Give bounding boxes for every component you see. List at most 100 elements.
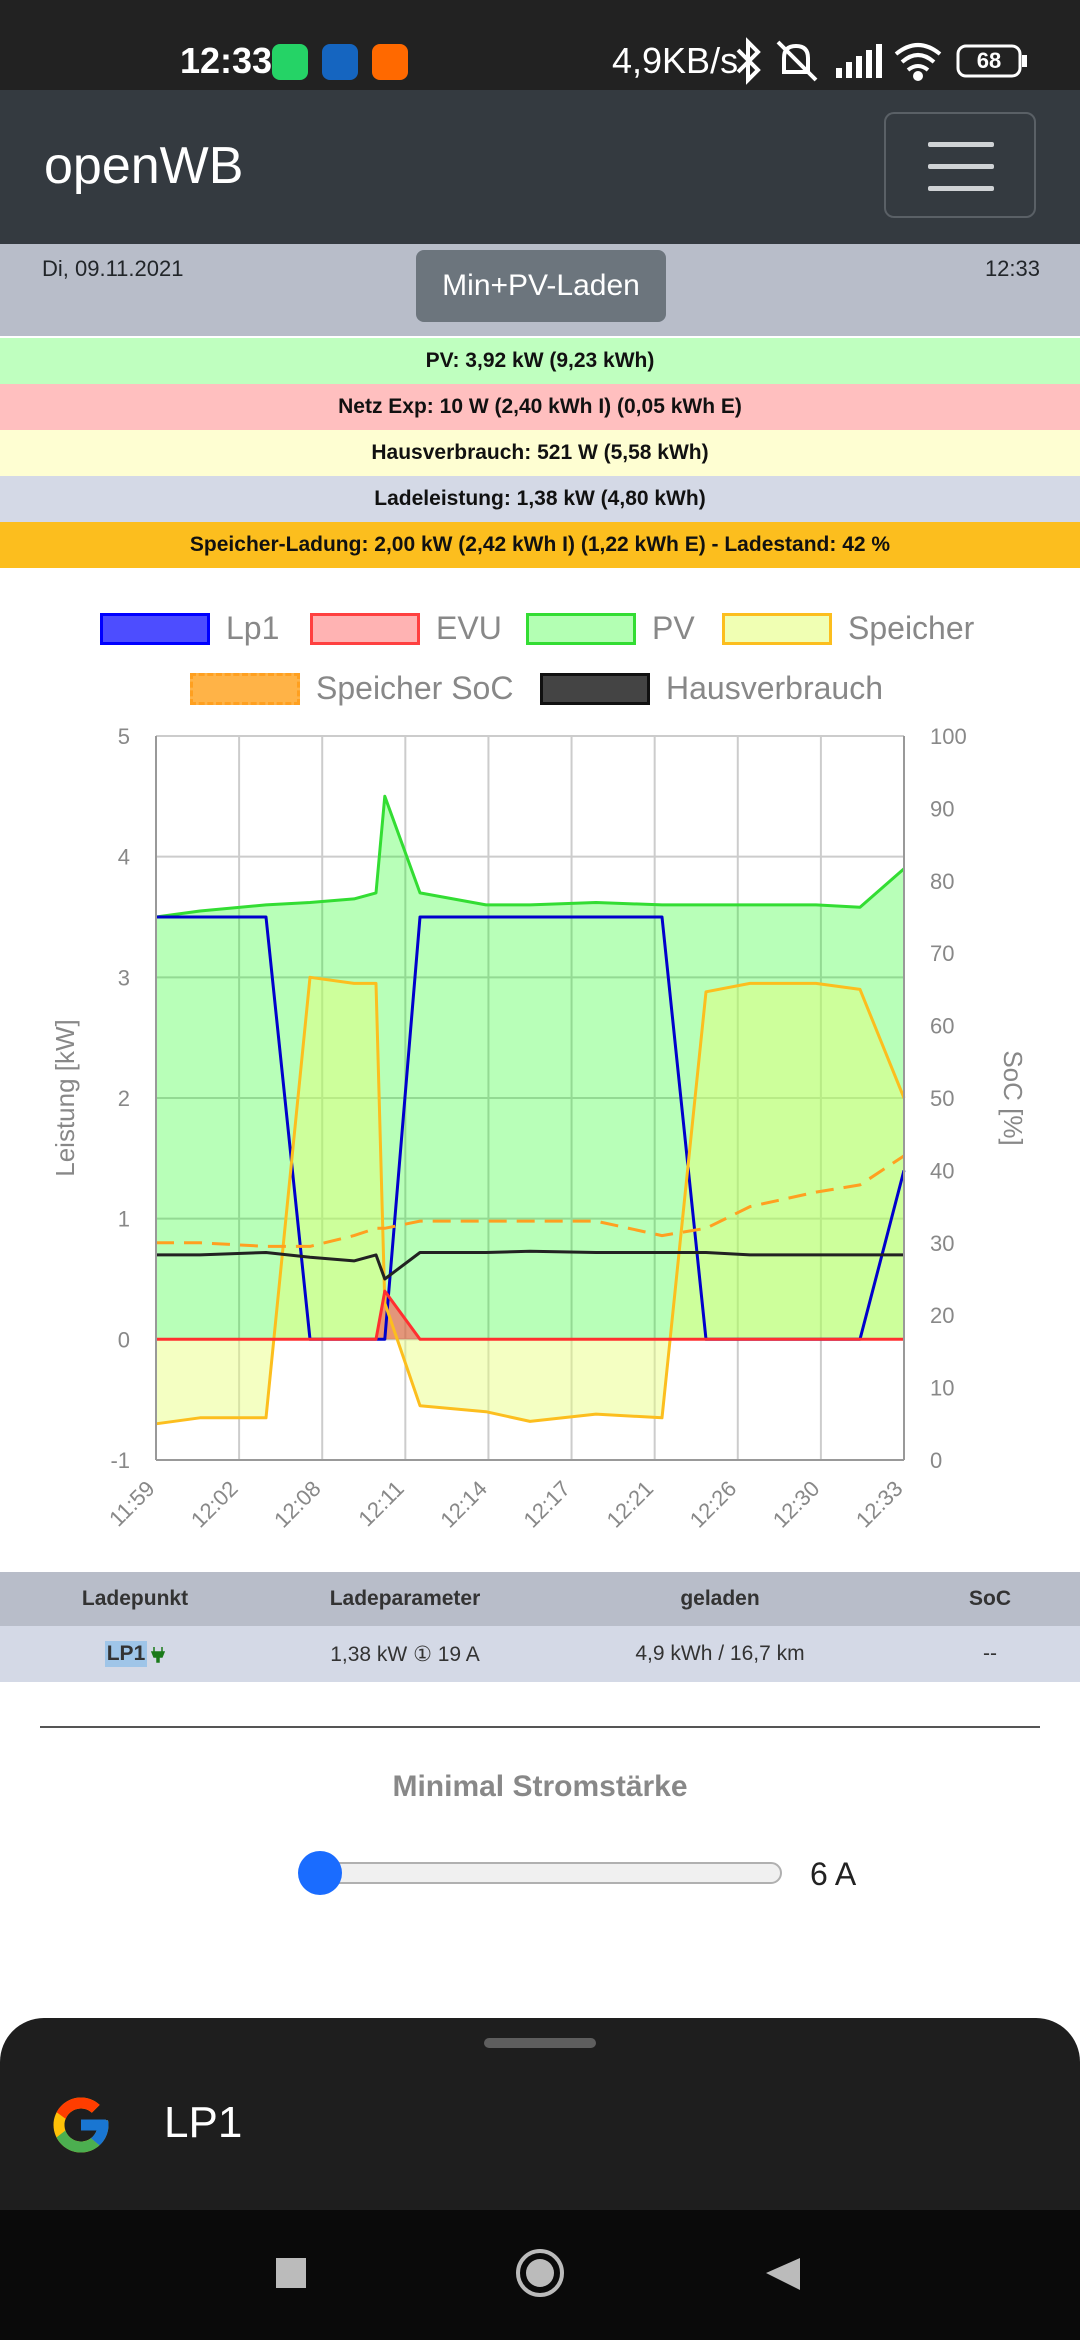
- plug-icon: [151, 1647, 166, 1663]
- y2-tick-label: 20: [930, 1303, 954, 1328]
- mute-icon: [776, 40, 818, 82]
- charge-mode-button[interactable]: Min+PV-Laden: [416, 250, 666, 322]
- ladepunkt-cell[interactable]: LP1: [40, 1626, 230, 1682]
- y2-tick-label: 50: [930, 1086, 954, 1111]
- series-area-speicher: [156, 977, 904, 1424]
- menu-icon: [928, 142, 994, 147]
- y2-tick-label: 90: [930, 796, 954, 821]
- menu-icon-line: [928, 164, 994, 169]
- recents-icon[interactable]: [276, 2258, 306, 2288]
- y2-tick-label: 0: [930, 1448, 942, 1473]
- navigation-bar: [0, 2210, 1080, 2340]
- x-tick-label: 12:02: [186, 1476, 243, 1533]
- y-tick-label: 5: [118, 724, 130, 749]
- series-line-speicher-soc: [156, 1154, 905, 1248]
- divider: [40, 1726, 1040, 1728]
- y2-tick-label: 40: [930, 1158, 954, 1183]
- legend-item-evu[interactable]: EVU: [310, 610, 502, 647]
- time-label: 12:33: [984, 256, 1040, 281]
- pv-row: PV: 3,92 kW (9,23 kWh): [0, 338, 1080, 384]
- min-current-title: Minimal Stromstärke: [392, 1770, 688, 1803]
- min-current-slider-track[interactable]: [302, 1862, 782, 1884]
- legend-item-pv[interactable]: PV: [526, 610, 695, 647]
- header-ladeparameter: Ladeparameter: [329, 1587, 481, 1610]
- lp-name[interactable]: LP1: [104, 1641, 148, 1667]
- legend-label: Lp1: [226, 610, 280, 646]
- legend-swatch: [526, 612, 636, 645]
- x-tick-label: 12:11: [353, 1476, 408, 1531]
- x-tick-label: 12:14: [435, 1476, 492, 1533]
- battery-level: 68: [976, 48, 1002, 73]
- x-tick-label: 12:21: [602, 1476, 659, 1533]
- ladeleistung-row: Ladeleistung: 1,38 kW (4,80 kWh): [0, 476, 1080, 522]
- legend-label: PV: [652, 610, 695, 646]
- y-tick-label: 1: [118, 1207, 130, 1232]
- y-axis-label: Leistung [kW]: [50, 1019, 80, 1177]
- sheet-handle[interactable]: [484, 2038, 596, 2048]
- y2-tick-label: 80: [930, 869, 954, 894]
- header-geladen: geladen: [680, 1587, 760, 1610]
- series-line-evu: [156, 1289, 904, 1341]
- series-line-hausverbrauch: [156, 1249, 904, 1281]
- header-ladepunkt: Ladepunkt: [81, 1587, 189, 1610]
- min-current-value: 6 A: [810, 1856, 857, 1892]
- series-line-pv: [155, 794, 905, 919]
- legend-label: Hausverbrauch: [666, 670, 883, 706]
- speicher-row: Speicher-Ladung: 2,00 kW (2,42 kWh I) (1…: [0, 522, 1080, 568]
- ladepunkt-table-header: Ladepunkt Ladeparameter geladen SoC: [0, 1572, 1080, 1626]
- min-current-slider-thumb[interactable]: [298, 1851, 342, 1895]
- header-soc: SoC: [969, 1587, 1011, 1610]
- status-time: 12:33: [180, 40, 273, 81]
- google-icon: [53, 2097, 109, 2153]
- app-icon: [322, 44, 358, 80]
- chart-legend: Lp1 EVU PV Speicher Speicher SoC Hausver…: [0, 600, 1080, 720]
- y2-axis-label: SoC [%]: [998, 1050, 1028, 1145]
- menu-button[interactable]: [884, 112, 1036, 218]
- home-icon[interactable]: [516, 2249, 564, 2297]
- date-label: Di, 09.11.2021: [42, 256, 184, 281]
- ladeparameter-cell: 1,38 kW ① 19 A: [330, 1642, 480, 1666]
- wifi-icon: [894, 43, 942, 81]
- y2-tick-label: 60: [930, 1014, 954, 1039]
- y2-tick-label: 70: [930, 941, 954, 966]
- network-speed: 4,9KB/s: [612, 40, 739, 81]
- soc-cell: --: [983, 1642, 997, 1665]
- y2-tick-label: 100: [930, 724, 967, 749]
- brand-title[interactable]: openWB: [44, 137, 244, 195]
- x-tick-label: 12:26: [685, 1476, 742, 1533]
- legend-swatch: [540, 672, 650, 705]
- legend-item-lp1[interactable]: Lp1: [100, 610, 279, 647]
- google-bottom-sheet[interactable]: LP1: [0, 2018, 1080, 2210]
- chart-areas: [156, 796, 904, 1424]
- series-line-speicher: [155, 975, 906, 1426]
- x-tick-label: 12:30: [768, 1476, 825, 1533]
- signal-icon: [836, 44, 882, 78]
- nav-buttons: [276, 2249, 800, 2297]
- home-icon-inner: [526, 2259, 554, 2287]
- y-tick-label: 3: [118, 965, 130, 990]
- x-tick-label: 12:08: [269, 1476, 326, 1533]
- whatsapp-icon: [272, 44, 308, 80]
- app-header: openWB: [0, 90, 1080, 244]
- legend-item-speicher[interactable]: Speicher: [722, 610, 974, 647]
- legend-label: Speicher: [848, 610, 975, 646]
- legend-item-speicher-soc[interactable]: Speicher SoC: [190, 670, 513, 707]
- menu-icon-line: [928, 186, 994, 191]
- status-icons: [736, 37, 1027, 85]
- x-tick-label: 11:59: [104, 1476, 159, 1531]
- legend-swatch: [722, 612, 832, 645]
- netz-row: Netz Exp: 10 W (2,40 kWh I) (0,05 kWh E): [0, 384, 1080, 430]
- power-chart: -1 0 1 2 3 4 5 0 10 20 30 40 50 60 70 80 90 100 11:59 12:02…: [0, 720, 1080, 1560]
- legend-label: Speicher SoC: [316, 670, 514, 706]
- y2-tick-label: 10: [930, 1376, 954, 1401]
- series-area-pv: [156, 796, 904, 1340]
- legend-item-hausverbrauch[interactable]: Hausverbrauch: [540, 670, 883, 707]
- info-bar: Di, 09.11.2021 Min+PV-Laden 12:33: [0, 244, 1080, 336]
- y2-tick-label: 30: [930, 1231, 954, 1256]
- legend-swatch: [190, 672, 300, 705]
- y-tick-label: 2: [118, 1086, 130, 1111]
- back-icon[interactable]: [766, 2258, 800, 2290]
- legend-swatch: [100, 612, 210, 645]
- legend-swatch: [310, 612, 420, 645]
